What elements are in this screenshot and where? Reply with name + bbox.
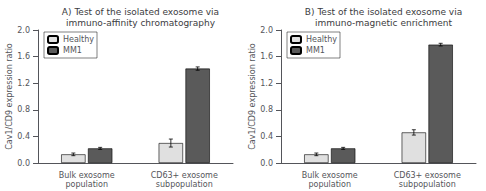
- svg-text:0.4: 0.4: [260, 132, 273, 141]
- svg-text:subpopulation: subpopulation: [399, 180, 456, 189]
- svg-text:0.0: 0.0: [260, 159, 273, 168]
- svg-text:MM1: MM1: [63, 46, 82, 55]
- svg-text:CD63+ exosome: CD63+ exosome: [394, 171, 461, 180]
- svg-text:1.2: 1.2: [17, 79, 30, 88]
- svg-text:CD63+ exosome: CD63+ exosome: [151, 171, 218, 180]
- svg-text:subpopulation: subpopulation: [156, 180, 213, 189]
- svg-text:1.2: 1.2: [260, 79, 273, 88]
- svg-text:1.6: 1.6: [260, 52, 273, 61]
- svg-text:0.0: 0.0: [17, 159, 30, 168]
- svg-text:2.0: 2.0: [260, 26, 273, 35]
- svg-text:1.6: 1.6: [17, 52, 30, 61]
- svg-text:Cav1/CD9 expression ratio: Cav1/CD9 expression ratio: [248, 43, 257, 150]
- svg-text:0.8: 0.8: [260, 105, 273, 114]
- svg-text:0.8: 0.8: [17, 105, 30, 114]
- svg-text:Bulk exosome: Bulk exosome: [302, 171, 358, 180]
- svg-text:Cav1/CD9 expression ratio: Cav1/CD9 expression ratio: [5, 43, 14, 150]
- svg-text:immuno-affinity chromatography: immuno-affinity chromatography: [66, 18, 216, 28]
- svg-text:MM1: MM1: [306, 46, 325, 55]
- svg-text:immuno-magnetic enrichment: immuno-magnetic enrichment: [315, 18, 453, 28]
- svg-text:A) Test of the isolated exosom: A) Test of the isolated exosome via: [62, 7, 219, 17]
- svg-text:B) Test of the isolated exosom: B) Test of the isolated exosome via: [305, 7, 462, 17]
- svg-text:Bulk exosome: Bulk exosome: [59, 171, 115, 180]
- svg-text:Healthy: Healthy: [63, 35, 94, 44]
- svg-text:population: population: [65, 180, 108, 189]
- svg-text:population: population: [308, 180, 351, 189]
- svg-text:2.0: 2.0: [17, 26, 30, 35]
- svg-text:Healthy: Healthy: [306, 35, 337, 44]
- svg-text:0.4: 0.4: [17, 132, 30, 141]
